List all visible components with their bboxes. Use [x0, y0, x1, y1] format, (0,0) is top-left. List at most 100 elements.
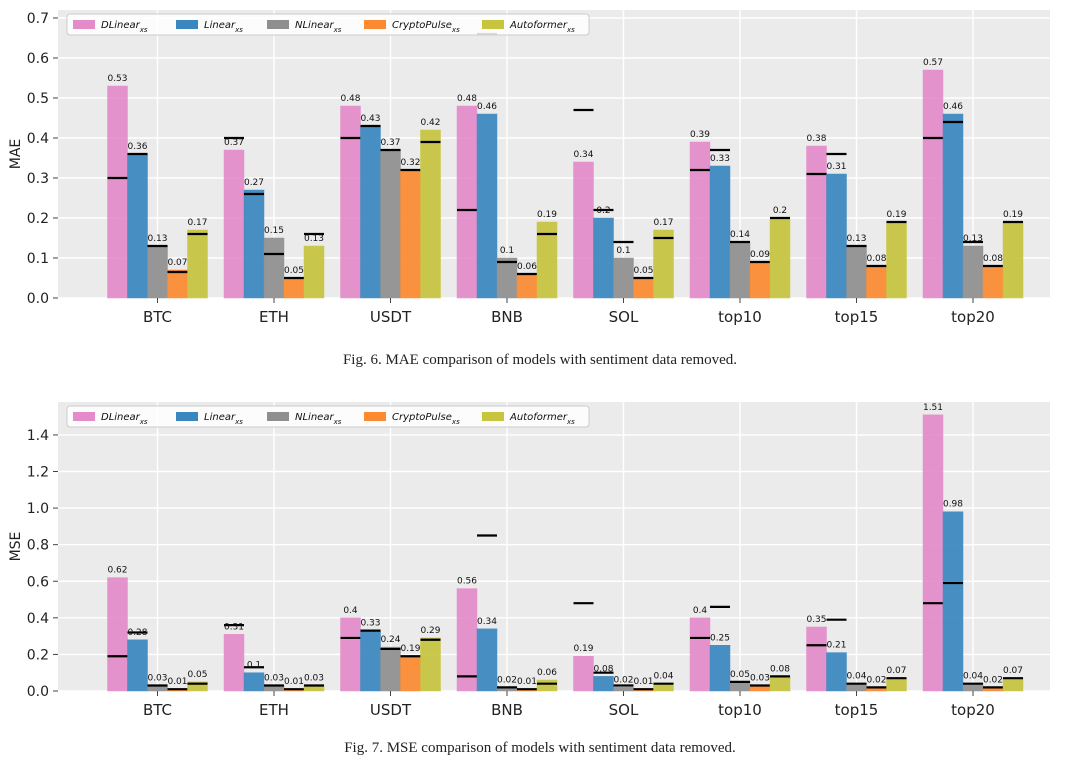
mae-bar-value-label: 0.05	[284, 266, 304, 276]
mae-bar-value-label: 0.08	[866, 254, 886, 264]
mse-legend-swatch-linear	[176, 412, 198, 421]
mae-bar-value-label: 0.36	[127, 142, 147, 152]
mae-bar-dlinear-top15	[806, 145, 827, 299]
mae-bar-nlinear-eth	[263, 237, 285, 299]
mse-bar-linear-top15	[826, 652, 847, 692]
mae-bar-cryptopulse-bnb	[516, 273, 538, 299]
mse-figure-caption: Fig. 7. MSE comparison of models with se…	[344, 740, 736, 756]
mse-bar-value-label: 0.4	[343, 606, 358, 616]
mae-bar-value-label: 0.14	[730, 230, 750, 240]
mae-bar-value-label: 0.05	[633, 266, 653, 276]
mae-legend-label-nlinear: NLinearxs	[295, 20, 342, 34]
mse-legend-swatch-dlinear	[73, 412, 95, 421]
mse-legend	[66, 405, 590, 428]
mae-y-tick-label: 0.1	[27, 251, 49, 267]
mae-bar-autoformer-top15	[886, 221, 907, 299]
mse-bar-value-label: 0.03	[147, 674, 167, 684]
mse-y-tick-label: 0.0	[27, 684, 49, 700]
mse-x-tick-label: USDT	[370, 701, 412, 719]
mae-bar-value-label: 0.39	[690, 130, 710, 140]
mse-bar-value-label: 0.31	[224, 622, 244, 632]
mse-y-axis-label: MSE	[8, 532, 24, 562]
mae-bar-value-label: 0.57	[923, 58, 943, 68]
mse-y-tick-label: 0.6	[27, 574, 49, 590]
mae-bar-value-label: 0.17	[653, 218, 673, 228]
mse-bar-value-label: 0.29	[420, 626, 440, 636]
mse-bar-dlinear-top10	[689, 617, 711, 692]
mse-bar-value-label: 0.03	[304, 674, 324, 684]
mae-bar-nlinear-top20	[962, 245, 984, 299]
mse-legend-label-dlinear: DLinearxs	[101, 412, 148, 426]
mae-bar-nlinear-usdt	[380, 149, 401, 299]
mae-bar-autoformer-btc	[187, 229, 208, 299]
mse-bar-value-label: 0.33	[360, 619, 380, 629]
mae-x-tick-label: top10	[718, 308, 762, 326]
mae-bar-dlinear-usdt	[340, 105, 361, 299]
mae-bar-value-label: 0.19	[886, 210, 906, 220]
mse-bar-dlinear-top20	[922, 414, 944, 692]
mae-bar-value-label: 0.08	[983, 254, 1003, 264]
mae-bar-value-label: 0.46	[943, 102, 963, 112]
mse-x-tick-label: BNB	[491, 701, 523, 719]
mae-bar-autoformer-sol	[653, 229, 674, 299]
mae-bar-dlinear-sol	[573, 161, 594, 299]
mse-bar-value-label: 0.07	[886, 666, 906, 676]
mse-x-tick-label: BTC	[143, 701, 172, 719]
mae-bar-value-label: 0.37	[224, 138, 244, 148]
mse-bar-value-label: 0.24	[380, 635, 400, 645]
mae-bar-linear-top15	[826, 173, 847, 299]
mae-bar-value-label: 0.1	[616, 246, 630, 256]
mae-bar-value-label: 0.19	[537, 210, 557, 220]
mse-x-tick-label: top10	[718, 701, 762, 719]
mse-bar-value-label: 0.03	[750, 674, 770, 684]
mae-bar-value-label: 0.42	[420, 118, 440, 128]
mae-bar-autoformer-bnb	[536, 221, 558, 299]
mae-bar-cryptopulse-sol	[633, 277, 654, 299]
mse-bar-value-label: 0.05	[187, 670, 207, 680]
mae-bar-value-label: 0.1	[500, 246, 514, 256]
mae-bar-value-label: 0.32	[400, 158, 420, 168]
mse-bar-value-label: 0.34	[477, 617, 497, 627]
mse-x-tick-label: top15	[835, 701, 879, 719]
mse-legend-label-cryptopulse: CryptoPulsexs	[392, 412, 460, 426]
mae-y-tick-label: 0.4	[27, 131, 49, 147]
mae-legend-label-cryptopulse: CryptoPulsexs	[392, 20, 460, 34]
mse-bar-value-label: 0.62	[107, 566, 127, 576]
mse-bar-linear-btc	[127, 639, 148, 692]
mae-bar-value-label: 0.15	[264, 226, 284, 236]
mse-bar-autoformer-top20	[1002, 677, 1024, 692]
mae-bar-cryptopulse-usdt	[400, 169, 421, 299]
mae-bar-value-label: 0.33	[710, 154, 730, 164]
mse-bar-value-label: 0.1	[247, 661, 261, 671]
mae-bar-autoformer-eth	[303, 245, 325, 299]
mse-bar-nlinear-sol	[613, 687, 634, 692]
mae-bar-value-label: 0.13	[846, 234, 866, 244]
mae-x-tick-label: BNB	[491, 308, 523, 326]
mae-bar-cryptopulse-eth	[283, 277, 305, 299]
mse-bar-autoformer-btc	[187, 681, 208, 692]
mse-bar-dlinear-sol	[573, 655, 594, 692]
mse-bar-dlinear-top15	[806, 626, 827, 692]
mae-bar-linear-sol	[593, 217, 614, 299]
mae-bar-value-label: 0.09	[750, 250, 770, 260]
mse-y-tick-label: 0.8	[27, 538, 49, 554]
mae-y-tick-label: 0.3	[27, 171, 49, 187]
mse-bar-value-label: 0.4	[693, 606, 708, 616]
mse-bar-autoformer-bnb	[536, 679, 558, 692]
mse-bar-autoformer-usdt	[420, 637, 441, 692]
mae-bar-cryptopulse-btc	[167, 269, 188, 299]
mse-bar-nlinear-top10	[729, 681, 751, 692]
mae-x-tick-label: top15	[835, 308, 879, 326]
mae-bar-value-label: 0.07	[167, 258, 187, 268]
mse-bar-value-label: 0.02	[497, 675, 517, 685]
mae-bar-nlinear-bnb	[496, 257, 518, 299]
mae-y-axis-label: MAE	[8, 139, 24, 170]
mae-bar-cryptopulse-top10	[749, 261, 771, 299]
mae-bar-dlinear-eth	[223, 149, 245, 299]
mse-bar-value-label: 0.02	[613, 675, 633, 685]
mae-chart: 0.0 0.1 0.2 0.3 0.4 0.5 0.6 0.7 0.53 0.37 0.48 0.48…	[8, 10, 1050, 326]
mse-bar-dlinear-eth	[223, 634, 245, 692]
mae-bar-value-label: 0.43	[360, 114, 380, 124]
mae-x-tick-label: ETH	[259, 308, 289, 326]
mae-bar-autoformer-top10	[769, 217, 791, 299]
